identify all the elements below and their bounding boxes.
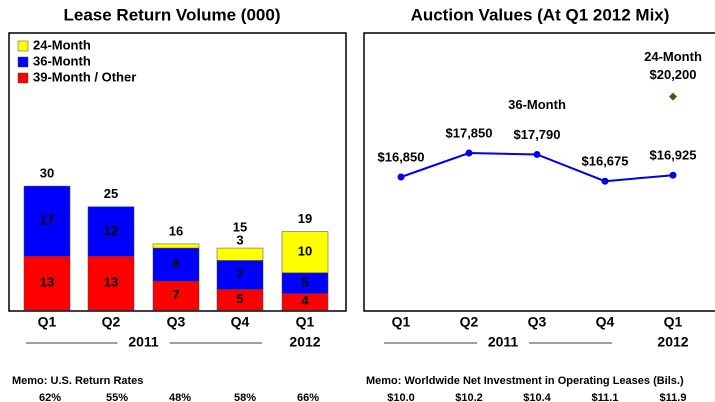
legend-swatch — [17, 72, 29, 84]
x-tick-label: Q1 — [664, 314, 683, 330]
legend-label: 36-Month — [33, 53, 91, 68]
x-tick-label: Q1 — [392, 314, 411, 330]
data-label: 3 — [236, 232, 243, 247]
legend-label: 39-Month / Other — [33, 69, 136, 84]
bar-segment — [216, 247, 264, 261]
x-tick-label: Q3 — [167, 314, 186, 330]
memo-label: Memo: U.S. Return Rates — [12, 375, 143, 387]
point — [533, 150, 541, 158]
chart-title: Auction Values (At Q1 2012 Mix) — [411, 5, 670, 24]
memo-value: $10.4 — [523, 392, 551, 402]
total-label: 25 — [104, 186, 118, 201]
legend-swatch — [17, 40, 29, 52]
bar-segment — [152, 243, 200, 249]
point — [397, 173, 405, 181]
x-tick-label: Q1 — [296, 314, 315, 330]
data-label: 8 — [172, 256, 179, 271]
x-tick-label: Q4 — [596, 314, 615, 330]
total-label: 19 — [298, 211, 312, 226]
data-label: 13 — [40, 275, 54, 290]
data-label: 17 — [40, 213, 54, 228]
memo-value: $10.0 — [387, 392, 415, 402]
group-label: 2012 — [657, 334, 688, 350]
data-label: $16,675 — [582, 154, 629, 169]
memo-value: 48% — [169, 392, 191, 402]
x-tick-label: Q4 — [231, 314, 250, 330]
data-label: $20,200 — [650, 67, 697, 82]
right-panel — [363, 32, 715, 312]
x-tick-label: Q2 — [460, 314, 479, 330]
data-label: $17,790 — [514, 127, 561, 142]
x-tick-label: Q2 — [102, 314, 121, 330]
data-label: 13 — [104, 275, 118, 290]
data-label: 4 — [301, 293, 309, 308]
data-label: 7 — [172, 287, 179, 302]
legend-label: 24-Month — [33, 37, 91, 52]
group-label: 2011 — [128, 334, 159, 350]
point — [669, 92, 677, 101]
chart-title: Lease Return Volume (000) — [64, 5, 281, 24]
data-label: $16,850 — [378, 149, 425, 164]
bar-segment — [216, 260, 264, 290]
memo-value: 62% — [39, 392, 61, 402]
bar-segment — [281, 231, 329, 274]
memo-value: 66% — [297, 392, 319, 402]
data-label: 7 — [236, 266, 243, 281]
bar-segment — [87, 256, 135, 311]
total-label: 15 — [233, 219, 247, 234]
bar-segment — [87, 206, 135, 257]
point — [465, 149, 473, 157]
data-label: $17,850 — [446, 125, 493, 140]
legend-swatch — [17, 56, 29, 68]
bar-segment — [23, 185, 71, 257]
series-label: 24-Month — [644, 49, 702, 64]
total-label: 30 — [40, 166, 54, 181]
data-label: 5 — [301, 275, 308, 290]
memo-value: 55% — [106, 392, 128, 402]
memo-value: $11.9 — [660, 392, 687, 402]
memo-value: $10.2 — [455, 392, 483, 402]
total-label: 16 — [169, 223, 183, 238]
x-tick-label: Q1 — [38, 314, 57, 330]
memo-label: Memo: Worldwide Net Investment in Operat… — [366, 375, 684, 387]
memo-value: 58% — [234, 392, 256, 402]
memo-value: $11.1 — [592, 392, 619, 402]
point — [601, 177, 609, 185]
series-label: 36-Month — [508, 97, 566, 112]
data-label: 12 — [104, 223, 118, 238]
x-tick-label: Q3 — [528, 314, 547, 330]
bar-segment — [152, 280, 200, 311]
data-label: 5 — [236, 291, 243, 306]
point — [669, 171, 677, 179]
group-label: 2012 — [289, 334, 320, 350]
left-panel — [8, 32, 347, 312]
group-label: 2011 — [488, 334, 519, 350]
bar-segment — [23, 256, 71, 311]
bar-segment — [152, 247, 200, 282]
data-label: $16,925 — [650, 148, 697, 163]
data-label: 10 — [298, 244, 312, 259]
